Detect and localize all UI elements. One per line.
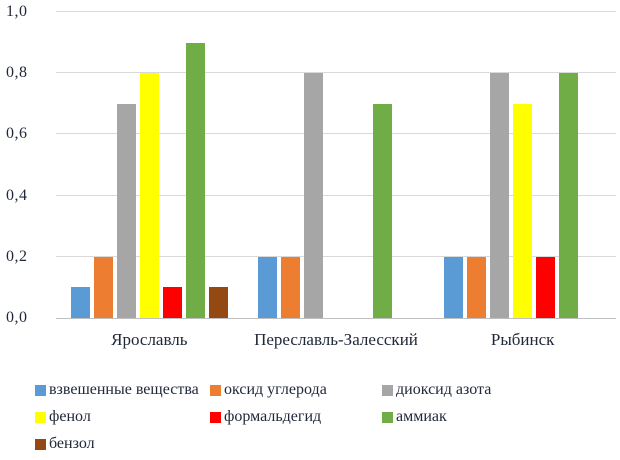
- gridline: [56, 133, 616, 135]
- bar-group-1: [56, 12, 243, 318]
- gridline: [56, 11, 616, 12]
- legend-item: диоксид азота: [382, 380, 610, 400]
- y-tick-label: 0,6: [6, 125, 28, 143]
- bar: [467, 256, 487, 318]
- legend-label: фенол: [49, 408, 91, 425]
- legend-label: оксид углерода: [224, 381, 327, 398]
- bar: [513, 103, 533, 318]
- legend-swatch-icon: [35, 384, 46, 396]
- bar: [444, 256, 464, 318]
- bar: [162, 287, 182, 318]
- bar: [536, 256, 556, 318]
- bar: [559, 73, 579, 318]
- legend-label: формальдегид: [224, 408, 322, 425]
- y-axis: 0,0 0,2 0,4 0,6 0,8 1,0: [6, 3, 48, 326]
- y-tick-label: 0,4: [6, 186, 28, 204]
- y-tick-label: 1,0: [6, 3, 28, 20]
- legend-item: взвешенные вещества: [35, 380, 210, 400]
- bar: [185, 42, 205, 318]
- bar: [93, 256, 113, 318]
- legend-swatch-icon: [210, 411, 221, 423]
- y-tick-label: 0,0: [6, 309, 28, 326]
- legend-item: аммиак: [382, 407, 610, 427]
- legend-swatch-icon: [35, 438, 46, 450]
- gridline: [56, 255, 616, 257]
- bar-groups: [56, 12, 616, 318]
- bar: [490, 73, 510, 318]
- legend-swatch-icon: [210, 384, 221, 396]
- legend-label: диоксид азота: [396, 381, 492, 398]
- legend-swatch-icon: [382, 411, 393, 423]
- x-category-label: Рыбинск: [490, 330, 555, 349]
- bar: [208, 287, 228, 318]
- bar: [70, 287, 90, 318]
- legend-item: оксид углерода: [210, 380, 382, 400]
- x-axis-line: [56, 318, 616, 319]
- bar-group-3: [429, 12, 616, 318]
- plot-area: [56, 11, 616, 319]
- legend: взвешенные вещества оксид углерода диоксид…: [35, 380, 610, 454]
- bar: [116, 103, 136, 318]
- legend-item: формальдегид: [210, 407, 382, 427]
- y-tick-label: 0,8: [6, 64, 28, 82]
- legend-item: бензол: [35, 434, 210, 454]
- bar: [303, 73, 323, 318]
- x-axis: Ярославль Переславль-Залесский Рыбинск: [56, 330, 616, 350]
- legend-label: аммиак: [396, 408, 447, 425]
- bar: [372, 103, 392, 318]
- bar: [257, 256, 277, 318]
- legend-item: фенол: [35, 407, 210, 427]
- x-category-label: Ярославль: [111, 330, 188, 349]
- gridline: [56, 194, 616, 196]
- bar: [139, 73, 159, 318]
- legend-swatch-icon: [382, 384, 393, 396]
- y-tick-label: 0,2: [6, 247, 28, 265]
- legend-label: взвешенные вещества: [49, 381, 199, 398]
- legend-label: бензол: [49, 435, 95, 452]
- bar: [280, 256, 300, 318]
- bar-group-2: [243, 12, 430, 318]
- legend-swatch-icon: [35, 411, 46, 423]
- x-category-label: Переславль-Залесский: [254, 330, 418, 349]
- gridline: [56, 72, 616, 74]
